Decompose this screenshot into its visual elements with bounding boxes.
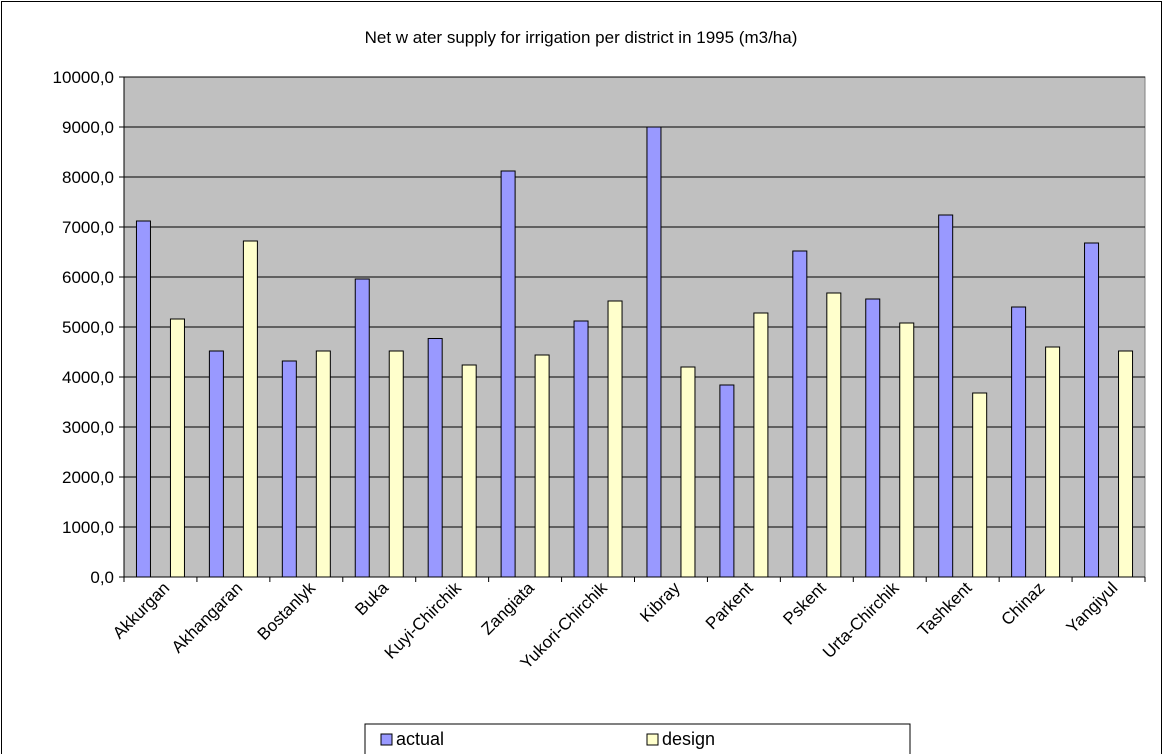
bar-actual-urta-chirchik [865, 298, 881, 578]
bar-design-pskent [826, 292, 842, 578]
y-tick-label: 6000,0 [62, 268, 114, 287]
bar-actual-zangiata [500, 170, 516, 578]
bar-design-urta-chirchik [899, 322, 915, 578]
bars [135, 126, 1134, 578]
y-tick-label: 2000,0 [62, 468, 114, 487]
bar-design-zangiata [534, 354, 550, 578]
legend-label-actual: actual [396, 729, 444, 749]
y-tick-label: 10000,0 [53, 68, 114, 87]
bar-actual-bostanlyk [281, 360, 297, 578]
y-tick-label: 5000,0 [62, 318, 114, 337]
legend-swatch-actual [380, 733, 393, 746]
y-tick-label: 7000,0 [62, 218, 114, 237]
bar-actual-akkurgan [135, 220, 151, 578]
bar-design-akkurgan [169, 318, 185, 578]
y-tick-label: 1000,0 [62, 518, 114, 537]
bar-design-parkent [753, 312, 769, 578]
bar-design-tashkent [972, 392, 988, 578]
bar-actual-yangiyul [1084, 242, 1100, 578]
bar-design-akhangaran [242, 240, 258, 578]
y-axis-ticks: 0,0 1000,0 2000,0 3000,0 4000,0 5000,0 6000,0 7… [53, 68, 124, 587]
bar-actual-yukori-chirchik [573, 320, 589, 578]
y-tick-label: 9000,0 [62, 118, 114, 137]
legend: actual design [364, 723, 911, 754]
bar-design-bostanlyk [315, 350, 331, 578]
bar-actual-kuyi-chirchik [427, 338, 443, 578]
bar-design-chinaz [1045, 346, 1061, 578]
bar-design-kuyi-chirchik [461, 364, 477, 578]
bar-actual-akhangaran [208, 350, 224, 578]
bar-actual-chinaz [1011, 306, 1027, 578]
bar-design-yangiyul [1118, 350, 1134, 578]
legend-swatch-design [646, 733, 659, 746]
y-tick-label: 8000,0 [62, 168, 114, 187]
bar-actual-buka [354, 278, 370, 578]
bar-actual-kibray [646, 126, 662, 578]
legend-label-design: design [662, 729, 715, 749]
bar-actual-tashkent [938, 214, 954, 578]
y-tick-label: 4000,0 [62, 368, 114, 387]
bar-design-kibray [680, 366, 696, 578]
bar-design-buka [388, 350, 404, 578]
legend-box [364, 723, 911, 754]
bar-design-yukori-chirchik [607, 300, 623, 578]
bar-actual-pskent [792, 250, 808, 578]
y-tick-label: 3000,0 [62, 418, 114, 437]
bar-actual-parkent [719, 384, 735, 578]
chart-title: Net w ater supply for irrigation per dis… [365, 28, 798, 47]
y-tick-label: 0,0 [90, 568, 114, 587]
